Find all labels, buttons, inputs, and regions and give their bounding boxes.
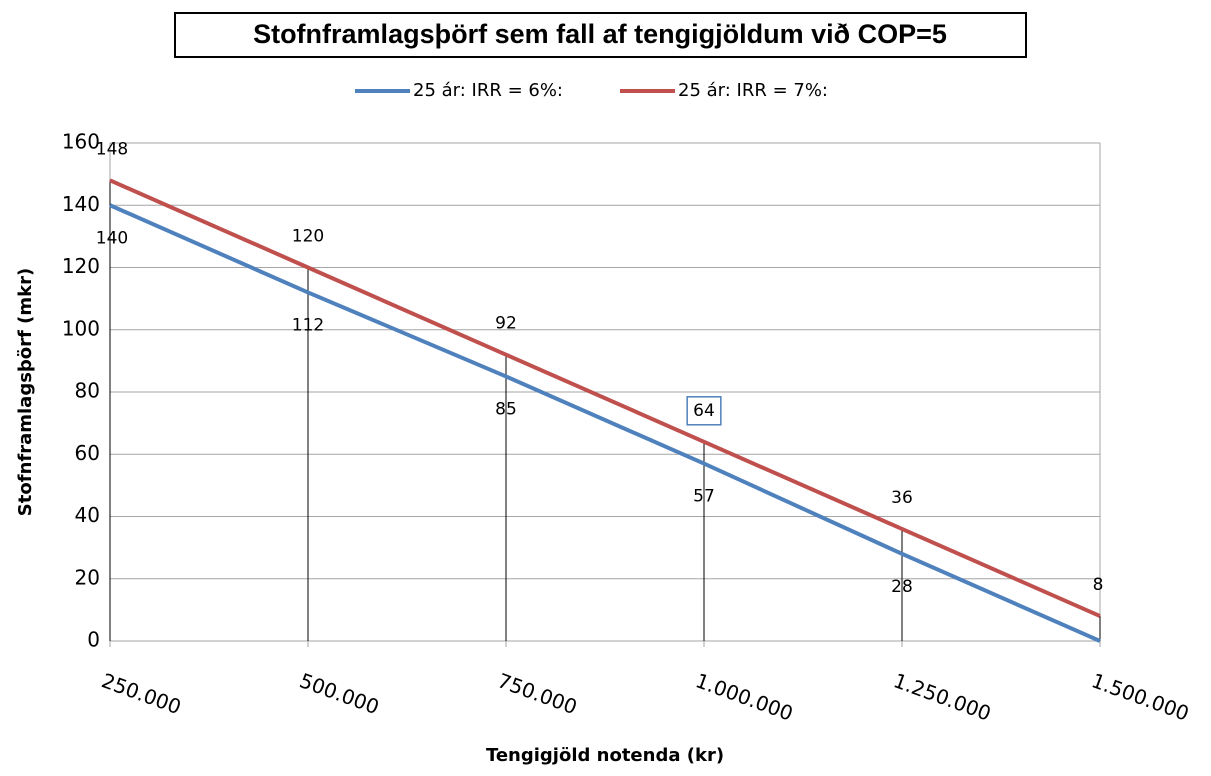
y-tick-label: 120 bbox=[62, 254, 100, 278]
legend-label: 25 ár: IRR = 7%: bbox=[678, 80, 828, 101]
label-highlight bbox=[686, 396, 722, 426]
data-label: 64 bbox=[693, 401, 715, 421]
data-label: 92 bbox=[495, 314, 517, 334]
data-label: 120 bbox=[292, 227, 324, 247]
data-label: 28 bbox=[891, 577, 913, 597]
y-tick-label: 140 bbox=[62, 192, 100, 216]
x-tick-label: 1.250.000 bbox=[890, 668, 994, 725]
x-tick-label: 250.000 bbox=[98, 668, 184, 719]
y-axis-title: Stofnframlagsþörf (mkr) bbox=[15, 268, 36, 516]
chart-title: Stofnframlagsþörf sem fall af tengigjöld… bbox=[253, 19, 947, 49]
data-label: 8 bbox=[1093, 575, 1104, 595]
data-label: 148 bbox=[96, 139, 128, 159]
x-tick-label: 1.500.000 bbox=[1088, 668, 1192, 725]
x-axis-title: Tengigjöld notenda (kr) bbox=[486, 745, 724, 766]
title-box bbox=[174, 12, 1027, 58]
x-tick-label: 1.000.000 bbox=[692, 668, 796, 725]
x-tick-label: 750.000 bbox=[494, 668, 580, 719]
data-label: 36 bbox=[891, 488, 913, 508]
data-label: 140 bbox=[96, 228, 128, 248]
y-tick-label: 20 bbox=[75, 565, 100, 589]
y-tick-label: 40 bbox=[75, 503, 100, 527]
data-label: 57 bbox=[693, 487, 715, 507]
series-line bbox=[109, 178, 1101, 618]
legend-label: 25 ár: IRR = 6%: bbox=[413, 80, 563, 101]
series-line bbox=[109, 203, 1101, 643]
y-tick-label: 0 bbox=[87, 628, 100, 652]
y-tick-label: 100 bbox=[62, 316, 100, 340]
x-tick-label: 500.000 bbox=[296, 668, 382, 719]
y-tick-label: 160 bbox=[62, 130, 100, 154]
y-tick-label: 80 bbox=[75, 379, 100, 403]
data-label: 112 bbox=[292, 315, 324, 335]
y-tick-label: 60 bbox=[75, 441, 100, 465]
data-label: 85 bbox=[495, 399, 517, 419]
